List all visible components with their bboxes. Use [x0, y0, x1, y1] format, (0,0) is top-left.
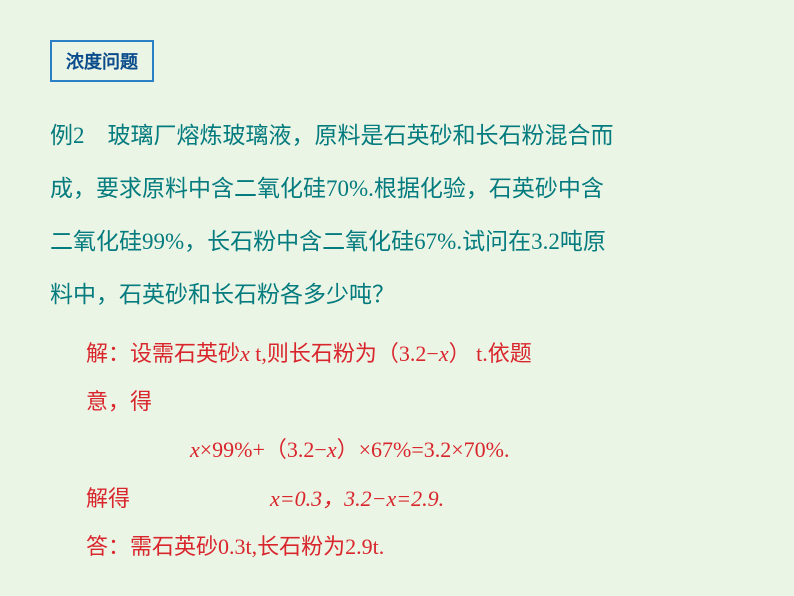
problem-line-3: 二氧化硅99%，长石粉中含二氧化硅67%.试问在3.2吨原	[50, 229, 606, 254]
solve-line: 解得x=0.3，3.2−x=2.9.	[50, 475, 744, 523]
eq-var-2: x	[327, 437, 337, 462]
solve-label: 解得	[86, 486, 130, 511]
problem-line-1: 玻璃厂熔炼玻璃液，原料是石英砂和长石粉混合而	[85, 123, 614, 148]
setup-post: ） t.依题	[449, 341, 532, 366]
variable-x-1: x	[240, 341, 250, 366]
problem-line-2: 成，要求原料中含二氧化硅70%.根据化验，石英砂中含	[50, 176, 604, 201]
concentration-tag-label: 浓度问题	[66, 52, 138, 72]
eq-var-1: x	[190, 437, 200, 462]
concentration-tag-box: 浓度问题	[50, 40, 154, 82]
answer-text: 答：需石英砂0.3t,长石粉为2.9t.	[86, 534, 384, 559]
example-number: 例2	[50, 123, 85, 148]
setup-line-2: 意，得	[86, 389, 152, 414]
variable-x-2: x	[439, 341, 449, 366]
problem-statement: 例2 玻璃厂熔炼玻璃液，原料是石英砂和长石粉混合而 成，要求原料中含二氧化硅70…	[50, 110, 744, 322]
equation: x×99%+（3.2−x）×67%=3.2×70%.	[50, 426, 744, 474]
solve-eq-1: =0.3，3.2−	[280, 486, 387, 511]
solve-eq-2: =2.9.	[396, 486, 444, 511]
answer-line: 答：需石英砂0.3t,长石粉为2.9t.	[50, 523, 744, 571]
eq-mid: ×99%+（3.2−	[200, 437, 327, 462]
problem-line-4: 料中，石英砂和长石粉各多少吨？	[50, 282, 395, 307]
solve-var-1: x	[270, 486, 280, 511]
setup-mid: t,则长石粉为（3.2−	[250, 341, 439, 366]
setup-pre: 解：设需石英砂	[86, 341, 240, 366]
solve-var-2: x	[386, 486, 396, 511]
eq-post: ）×67%=3.2×70%.	[337, 437, 510, 462]
solution-setup: 解：设需石英砂x t,则长石粉为（3.2−x） t.依题 意，得	[50, 330, 744, 427]
